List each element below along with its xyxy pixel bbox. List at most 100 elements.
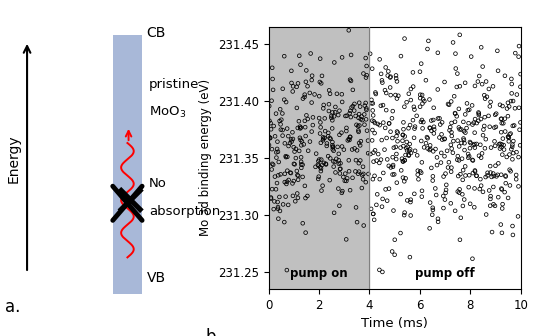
Point (359, 171, 368, 177)
Point (303, 84, 312, 89)
Point (314, 162, 322, 167)
Point (418, 188, 426, 194)
Point (453, 189, 462, 194)
Point (466, 145, 474, 151)
Point (354, 124, 362, 129)
Point (433, 155, 441, 160)
Point (455, 32, 464, 38)
Point (469, 158, 477, 163)
Point (315, 115, 323, 121)
Point (499, 142, 508, 148)
Point (436, 122, 445, 127)
Point (356, 104, 365, 109)
Point (437, 150, 446, 156)
Point (301, 183, 309, 188)
Point (447, 146, 456, 151)
Point (465, 184, 473, 190)
Point (268, 186, 277, 192)
Point (316, 165, 324, 170)
Point (449, 138, 458, 144)
Point (392, 156, 401, 162)
Point (420, 145, 429, 150)
Point (400, 104, 409, 110)
Point (372, 202, 381, 208)
Point (495, 141, 503, 147)
Point (516, 72, 525, 77)
Point (309, 115, 317, 120)
Point (470, 145, 479, 150)
Point (283, 154, 292, 160)
Point (277, 127, 285, 132)
Point (433, 162, 441, 168)
Point (456, 171, 465, 177)
Point (330, 60, 339, 65)
Point (445, 160, 453, 165)
Point (504, 100, 512, 106)
Point (439, 193, 447, 199)
Point (277, 172, 285, 177)
Point (474, 118, 483, 123)
Point (309, 122, 317, 128)
Point (321, 116, 329, 121)
Point (455, 186, 464, 192)
Point (407, 213, 415, 218)
Point (367, 97, 376, 102)
Point (379, 196, 387, 202)
Point (477, 45, 485, 50)
Point (452, 66, 460, 71)
Point (429, 149, 438, 154)
Point (511, 50, 520, 56)
Point (447, 142, 455, 148)
Point (460, 129, 468, 134)
Point (460, 197, 469, 202)
Point (416, 69, 424, 74)
Point (461, 80, 469, 85)
Point (441, 171, 450, 176)
Point (400, 212, 409, 218)
Point (272, 111, 280, 116)
Point (447, 120, 456, 126)
Point (416, 169, 425, 174)
Point (493, 48, 502, 53)
Point (437, 160, 445, 165)
Point (388, 155, 397, 160)
Point (413, 168, 422, 173)
Point (300, 142, 308, 147)
Point (417, 138, 425, 144)
Point (410, 135, 418, 140)
Point (491, 163, 500, 168)
Point (406, 122, 415, 128)
Point (427, 118, 436, 123)
Point (509, 98, 517, 104)
Point (319, 135, 328, 140)
Point (317, 168, 325, 174)
Point (368, 66, 376, 71)
Point (501, 173, 510, 178)
Point (425, 226, 434, 231)
Point (494, 161, 503, 166)
Text: pump off: pump off (415, 267, 475, 280)
Point (391, 92, 400, 98)
Point (401, 176, 410, 181)
Point (412, 113, 421, 119)
Point (498, 206, 506, 211)
Point (324, 108, 333, 114)
Point (296, 62, 305, 67)
Point (362, 63, 371, 69)
Point (446, 201, 455, 206)
Point (451, 208, 460, 213)
Point (496, 141, 504, 146)
Point (375, 176, 384, 182)
Point (500, 73, 509, 79)
Point (354, 161, 363, 166)
Point (360, 122, 369, 127)
Point (338, 92, 346, 97)
Point (487, 99, 495, 104)
Point (388, 135, 397, 141)
Point (294, 195, 302, 201)
Point (507, 91, 516, 96)
Point (280, 141, 289, 146)
Point (329, 148, 338, 154)
Point (296, 125, 305, 130)
Point (369, 150, 378, 155)
